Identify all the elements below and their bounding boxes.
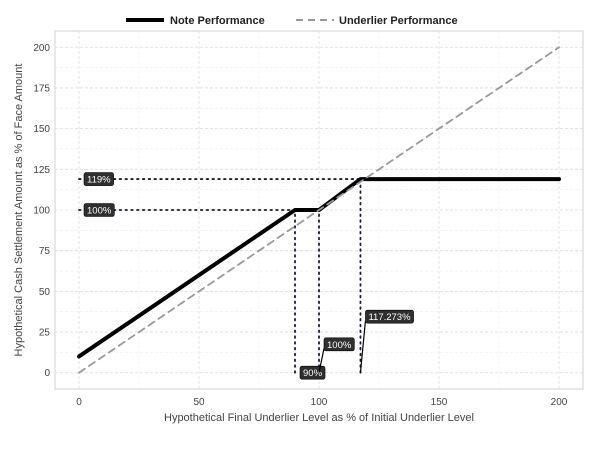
grid: [55, 31, 583, 389]
annotation-label-box: [323, 337, 355, 352]
x-axis-title: Hypothetical Final Underlier Level as % …: [164, 412, 474, 424]
axis-ticks: 0 50 100 150 200 0 25 50 75 100 125 150 175 200: [33, 43, 567, 408]
y-tick-label: 75: [39, 246, 51, 257]
annotation-label-text: 100%: [87, 206, 112, 217]
x-tick-label: 200: [551, 397, 568, 408]
annotation-label-box: [83, 172, 114, 186]
underlier-performance-line: [78, 46, 560, 374]
y-axis-title: Hypothetical Cash Settlement Amount as %…: [13, 64, 25, 357]
y-tick-label: 175: [33, 83, 50, 94]
annotation-label-text: 90%: [303, 368, 323, 379]
annotation-label: 100%: [323, 337, 355, 352]
x-tick-label: 100: [311, 397, 328, 408]
annotation-label-text: 100%: [327, 340, 352, 351]
y-tick-label: 200: [33, 43, 50, 54]
annotation-label-text: 119%: [87, 175, 111, 186]
y-tick-label: 50: [39, 287, 51, 298]
legend-label-underlier: Underlier Performance: [339, 15, 458, 27]
legend-label-note: Note Performance: [170, 15, 265, 27]
x-tick-label: 50: [193, 397, 205, 408]
annotation-label: 100%: [83, 203, 115, 217]
x-tick-label: 150: [431, 397, 448, 408]
annotation-label: 119%: [83, 172, 114, 186]
x-tick-label: 0: [76, 397, 82, 408]
y-tick-label: 25: [39, 328, 51, 339]
y-tick-label: 150: [33, 124, 50, 135]
legend: Note Performance Underlier Performance: [126, 15, 458, 27]
y-tick-label: 100: [33, 206, 50, 217]
y-tick-label: 125: [33, 165, 50, 176]
annotations: 119% 100% 90% 100% 117.273%: [83, 172, 414, 380]
annotation-label-box: [365, 309, 414, 324]
reference-lines: [78, 178, 362, 374]
annotation-label-box: [83, 203, 115, 217]
annotation-label-box: [299, 365, 326, 380]
annotation-label-text: 117.273%: [368, 312, 411, 323]
annotation-label: 117.273%: [365, 309, 414, 324]
series-lines: [77, 46, 561, 374]
annotation-leader-line: [318, 348, 325, 373]
annotation-leader-line: [359, 320, 367, 373]
y-tick-label: 0: [44, 368, 50, 379]
annotation-label: 90%: [299, 365, 326, 380]
